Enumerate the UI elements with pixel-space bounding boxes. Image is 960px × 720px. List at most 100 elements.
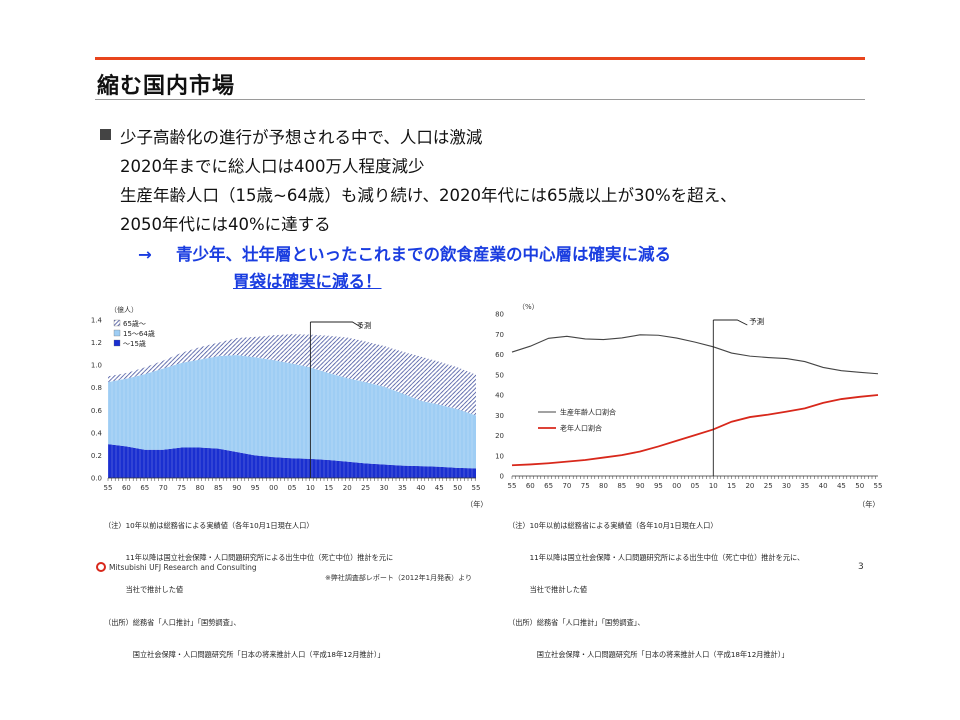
- legend-swatch: [113, 319, 121, 327]
- slide-title: 縮む国内市場: [97, 74, 236, 99]
- x-tick-label: 20: [745, 482, 754, 490]
- right-note-line: 当社で推計した値: [508, 585, 588, 595]
- x-tick-label: 80: [599, 482, 608, 490]
- x-tick-label: 30: [782, 482, 791, 490]
- left-note-line: 当社で推計した値: [104, 585, 184, 595]
- x-tick-label: 90: [232, 484, 241, 492]
- y-tick-label: 1.4: [91, 317, 103, 325]
- company-name: Mitsubishi UFJ Research and Consulting: [109, 562, 257, 572]
- x-tick-label: 15: [324, 484, 333, 492]
- forecast-leader-line: [310, 321, 363, 329]
- left-notes: （注）10年以前は総務省による実績値（各年10月1日現在人口） 11年以降は国立…: [104, 499, 393, 672]
- title-bottom-rule: [95, 99, 865, 100]
- x-tick-label: 30: [380, 484, 389, 492]
- right-note-line: 11年以降は国立社会保障・人口問題研究所による出生中位（死亡中位）推計を元に、: [508, 552, 805, 562]
- legend-label: 15～64歳: [123, 329, 155, 338]
- x-tick-label: 75: [177, 484, 186, 492]
- x-tick-label: 25: [764, 482, 773, 490]
- y-tick-label: 40: [495, 392, 504, 400]
- x-tick-label: 05: [288, 484, 297, 492]
- x-tick-label: 95: [251, 484, 260, 492]
- x-tick-label: 35: [800, 482, 809, 490]
- y-tick-label: 50: [495, 371, 504, 379]
- x-tick-label: 80: [196, 484, 205, 492]
- x-tick-label: 55: [472, 484, 481, 492]
- legend-label: 65歳～: [123, 319, 146, 328]
- legend-label: ～15歳: [123, 339, 146, 348]
- legend-label: 老年人口割合: [560, 424, 602, 433]
- y-tick-label: 0.4: [91, 429, 103, 437]
- right-note-line: （出所）総務省「人口推計」「国勢調査」、: [508, 617, 645, 627]
- x-tick-label: 45: [435, 484, 444, 492]
- x-tick-label: 85: [214, 484, 223, 492]
- legend-swatch: [113, 329, 121, 337]
- x-tick-label: 70: [562, 482, 571, 490]
- bullet-line-2: 2020年までに総人口は400万人程度減少: [120, 157, 425, 176]
- y-tick-label: 60: [495, 351, 504, 359]
- bullet-line-4: 2050年代には40%に達する: [120, 215, 331, 234]
- x-tick-label: 55: [104, 484, 113, 492]
- y-axis-unit-label: （億人）: [110, 305, 138, 314]
- company-logo: Mitsubishi UFJ Research and Consulting: [96, 562, 257, 572]
- y-tick-label: 0.0: [91, 475, 102, 483]
- y-tick-label: 0.8: [91, 384, 102, 392]
- x-tick-label: 05: [691, 482, 700, 490]
- emphasis-text: 胃袋は確実に減る！: [233, 272, 382, 291]
- x-tick-label: 60: [122, 484, 131, 492]
- forecast-label: 予測: [749, 316, 764, 326]
- conclusion-line: → 青少年、壮年層といったこれまでの飲食産業の中心層は確実に減る: [138, 241, 671, 265]
- left-note-line: （注）10年以前は総務省による実績値（各年10月1日現在人口）: [104, 520, 314, 530]
- right-note-line: （注）10年以前は総務省による実績値（各年10月1日現在人口）: [508, 520, 718, 530]
- x-tick-label: 10: [709, 482, 718, 490]
- area-series-3: [108, 334, 476, 416]
- forecast-leader-line: [713, 319, 748, 326]
- title-top-rule: [95, 57, 865, 60]
- bullet-square-icon: [100, 129, 111, 140]
- y-tick-label: 10: [495, 452, 504, 460]
- y-tick-label: 20: [495, 432, 504, 440]
- right-notes: （注）10年以前は総務省による実績値（各年10月1日現在人口） 11年以降は国立…: [508, 499, 804, 672]
- x-tick-label: 40: [416, 484, 425, 492]
- arrow-right-icon: →: [138, 245, 152, 264]
- legend-swatch: [113, 339, 121, 347]
- y-tick-label: 0.6: [91, 407, 103, 415]
- page-number: 3: [858, 562, 864, 572]
- bullet-line-3: 生産年齢人口（15歳~64歳）も減り続け、2020年代には65歳以上が30%を超…: [120, 186, 737, 205]
- y-axis-unit-label: （%）: [518, 303, 539, 311]
- x-tick-label: 55: [874, 482, 883, 490]
- x-tick-label: 85: [617, 482, 626, 490]
- area-series-1: [108, 444, 476, 478]
- x-tick-label: 25: [361, 484, 370, 492]
- x-tick-label: 55: [508, 482, 517, 490]
- x-tick-label: 65: [140, 484, 149, 492]
- left-year-unit: （年）: [466, 500, 488, 509]
- forecast-label: 予測: [356, 320, 371, 330]
- line-series-2: [511, 394, 879, 467]
- legend-label: 生産年齢人口割合: [560, 408, 616, 417]
- x-tick-label: 95: [654, 482, 663, 490]
- footer-source: ※弊社調査部レポート（2012年1月発表）より: [325, 574, 472, 582]
- x-tick-label: 70: [159, 484, 168, 492]
- y-tick-label: 0: [500, 473, 504, 481]
- x-tick-label: 15: [727, 482, 736, 490]
- population-area-chart: （億人） 0.0 0.2 0.4 0.6 0.8 1.0 1.2 1.4 55 60 65 70 75 80…: [91, 305, 481, 492]
- x-tick-label: 50: [855, 482, 864, 490]
- y-tick-label: 0.2: [91, 452, 102, 460]
- left-note-line: 国立社会保障・人口問題研究所「日本の将来推計人口（平成18年12月推計）」: [104, 650, 385, 660]
- y-tick-label: 1.2: [91, 339, 102, 347]
- line-series-1: [511, 334, 879, 375]
- x-tick-label: 00: [269, 484, 278, 492]
- y-tick-label: 1.0: [91, 362, 102, 370]
- left-note-line: （出所）総務省「人口推計」「国勢調査」、: [104, 617, 241, 627]
- x-tick-label: 35: [398, 484, 407, 492]
- bullet-line-1: 少子高齢化の進行が予想される中で、人口は激減: [120, 128, 483, 147]
- x-tick-label: 90: [636, 482, 645, 490]
- right-note-line: 国立社会保障・人口問題研究所「日本の将来推計人口（平成18年12月推計）」: [508, 650, 789, 660]
- x-tick-label: 40: [819, 482, 828, 490]
- x-tick-label: 50: [453, 484, 462, 492]
- conclusion-text: 青少年、壮年層といったこれまでの飲食産業の中心層は確実に減る: [176, 245, 671, 264]
- x-tick-label: 20: [343, 484, 352, 492]
- right-year-unit: （年）: [858, 500, 880, 509]
- x-tick-label: 00: [672, 482, 681, 490]
- population-ratio-line-chart: （%） 0 10 20 30 40 50 60 70 80 55 60 65 70 75 80 85 90 95 00…: [495, 303, 883, 490]
